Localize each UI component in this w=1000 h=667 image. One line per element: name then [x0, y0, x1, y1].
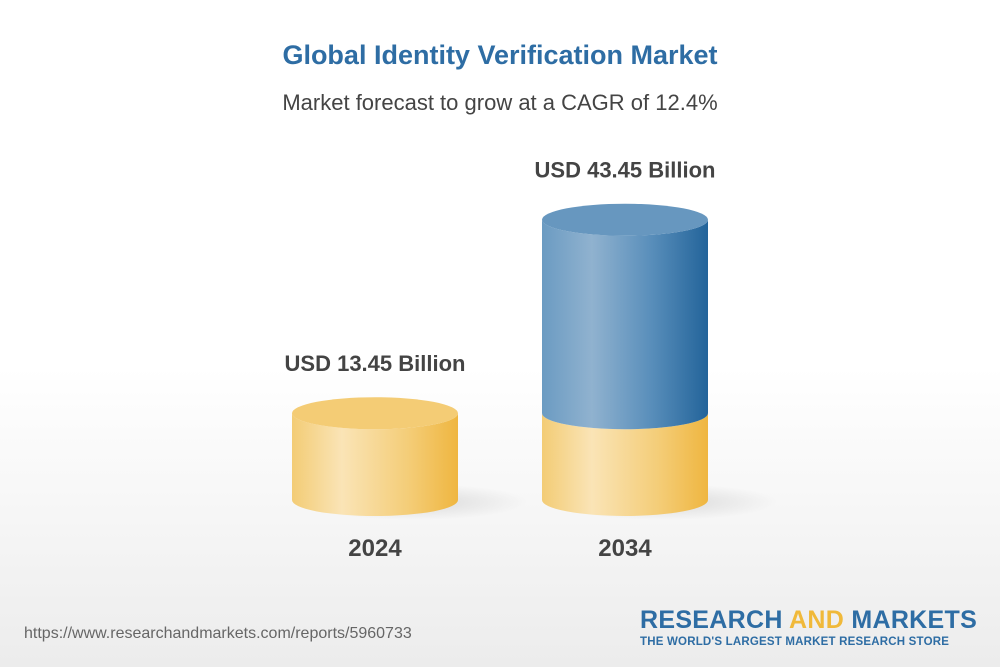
logo-text-and: AND — [789, 606, 845, 634]
category-label-2024: 2024 — [348, 535, 402, 562]
data-label-2024: USD 13.45 Billion — [285, 351, 466, 376]
chart-title: Global Identity Verification Market — [282, 40, 718, 70]
cylinder-top-2024 — [292, 397, 458, 430]
cylinder-top-2034 — [542, 203, 708, 236]
logo-tagline: THE WORLD'S LARGEST MARKET RESEARCH STOR… — [640, 636, 950, 648]
cylinder-base-segment-2034 — [542, 413, 708, 516]
category-label-2034: 2034 — [598, 535, 652, 562]
data-label-2034: USD 43.45 Billion — [535, 158, 716, 183]
report-url[interactable]: https://www.researchandmarkets.com/repor… — [24, 625, 412, 642]
cylinder-growth-segment-2034 — [542, 219, 708, 430]
logo-text-markets: MARKETS — [844, 606, 978, 634]
logo-text-research: RESEARCH — [640, 606, 790, 634]
research-and-markets-logo: RESEARCH AND MARKETS THE WORLD'S LARGEST… — [640, 606, 978, 648]
chart-subtitle: Market forecast to grow at a CAGR of 12.… — [282, 90, 718, 115]
cylinder-body-2024 — [292, 413, 458, 516]
